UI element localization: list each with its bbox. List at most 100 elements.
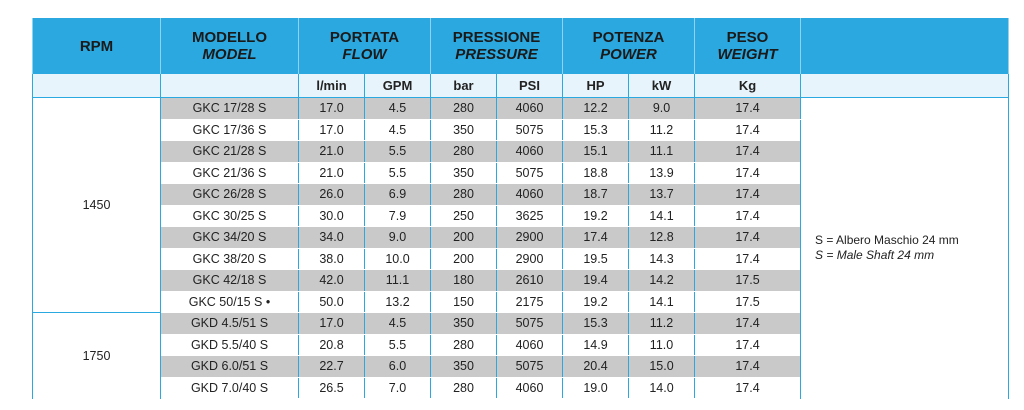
value-cell: 21.0	[298, 162, 365, 184]
unit-label: l/min	[298, 74, 365, 98]
value-cell: 9.0	[627, 97, 696, 120]
value-cell: 6.0	[364, 355, 431, 378]
value-cell: 14.2	[627, 269, 696, 292]
value-cell: 9.0	[364, 226, 431, 249]
model-cell: GKC 50/15 S •	[160, 291, 299, 313]
value-cell: 20.4	[562, 355, 629, 378]
header-main: MODELLO	[192, 29, 267, 46]
value-cell: 11.1	[627, 140, 696, 163]
unit-label: PSI	[496, 74, 563, 98]
value-cell: 17.4	[694, 119, 802, 141]
model-cell: GKC 42/18 S	[160, 269, 299, 292]
value-cell: 38.0	[298, 248, 365, 270]
value-cell: 14.9	[562, 334, 629, 356]
model-cell: GKC 17/36 S	[160, 119, 299, 141]
data-row: GKC 38/20 S 38.0 10.0 200 2900 19.5 14.3 17.4	[33, 248, 1009, 270]
units-row: l/min GPM bar PSI HP kW Kg	[32, 74, 1010, 98]
data-row: GKC 21/28 S 21.0 5.5 280 4060 15.1 11.1 17.4	[33, 140, 1009, 163]
value-cell: 11.0	[627, 334, 696, 356]
header-sub: FLOW	[342, 46, 387, 63]
column-header: POTENZA POWER	[561, 18, 696, 74]
value-cell: 34.0	[298, 226, 365, 249]
unit-label: kW	[627, 74, 696, 98]
data-row: GKC 26/28 S 26.0 6.9 280 4060 18.7 13.7 17.4	[33, 183, 1009, 206]
value-cell: 280	[430, 183, 497, 206]
value-cell: 17.4	[562, 226, 629, 249]
data-row: GKC 30/25 S 30.0 7.9 250 3625 19.2 14.1 17.4	[33, 205, 1009, 227]
value-cell: 350	[430, 355, 497, 378]
model-cell: GKC 26/28 S	[160, 183, 299, 206]
value-cell: 5.5	[364, 162, 431, 184]
value-cell: 2900	[496, 226, 563, 249]
value-cell: 2610	[496, 269, 563, 292]
value-cell: 5075	[496, 162, 563, 184]
value-cell: 17.5	[694, 291, 802, 313]
data-row: GKC 34/20 S 34.0 9.0 200 2900 17.4 12.8 17.4	[33, 226, 1009, 249]
unit-label: Kg	[694, 74, 802, 98]
value-cell: 2900	[496, 248, 563, 270]
value-cell: 5.5	[364, 140, 431, 163]
value-cell: 4060	[496, 140, 563, 163]
value-cell: 350	[430, 162, 497, 184]
value-cell: 12.8	[627, 226, 696, 249]
model-cell: GKC 17/28 S	[160, 97, 299, 120]
value-cell: 6.9	[364, 183, 431, 206]
value-cell: 17.4	[694, 162, 802, 184]
value-cell: 10.0	[364, 248, 431, 270]
model-cell: GKC 30/25 S	[160, 205, 299, 227]
header-sub: POWER	[600, 46, 657, 63]
model-cell: GKC 38/20 S	[160, 248, 299, 270]
data-row: GKC 50/15 S • 50.0 13.2 150 2175 19.2 14.1 17.5	[33, 291, 1009, 313]
unit-label: HP	[562, 74, 629, 98]
spec-table: RPM MODELLO MODEL PORTATA FLOW PRESSIONE PRESS…	[32, 18, 1010, 399]
value-cell: 17.4	[694, 248, 802, 270]
value-cell: 18.7	[562, 183, 629, 206]
value-cell: 350	[430, 312, 497, 335]
value-cell: 150	[430, 291, 497, 313]
empty-cell	[800, 74, 1010, 98]
model-cell: GKD 5.5/40 S	[160, 334, 299, 356]
value-cell: 4060	[496, 334, 563, 356]
note-line: S = Albero Maschio 24 mm	[815, 233, 959, 248]
data-row: GKD 7.0/40 S 26.5 7.0 280 4060 19.0 14.0 17.4	[33, 377, 1009, 399]
data-row: GKC 21/36 S 21.0 5.5 350 5075 18.8 13.9 17.4	[33, 162, 1009, 184]
column-header: PESO WEIGHT	[694, 18, 802, 74]
rpm-value: 1750	[32, 312, 161, 399]
header-sub: WEIGHT	[717, 46, 778, 63]
rpm-header: RPM	[32, 18, 161, 74]
value-cell: 3625	[496, 205, 563, 227]
value-cell: 17.4	[694, 205, 802, 227]
model-cell: GKC 21/28 S	[160, 140, 299, 163]
value-cell: 7.9	[364, 205, 431, 227]
value-cell: 22.7	[298, 355, 365, 378]
value-cell: 19.0	[562, 377, 629, 399]
value-cell: 180	[430, 269, 497, 292]
value-cell: 17.5	[694, 269, 802, 292]
value-cell: 11.1	[364, 269, 431, 292]
value-cell: 19.4	[562, 269, 629, 292]
data-row: GKD 5.5/40 S 20.8 5.5 280 4060 14.9 11.0 17.4	[33, 334, 1009, 356]
value-cell: 4.5	[364, 97, 431, 120]
value-cell: 5075	[496, 119, 563, 141]
value-cell: 11.2	[627, 119, 696, 141]
value-cell: 42.0	[298, 269, 365, 292]
column-header: PORTATA FLOW	[298, 18, 431, 74]
value-cell: 17.4	[694, 183, 802, 206]
value-cell: 280	[430, 97, 497, 120]
value-cell: 2175	[496, 291, 563, 313]
value-cell: 14.1	[627, 291, 696, 313]
data-row: 1450 GKC 17/28 S 17.0 4.5 280 4060 12.2 9.0 17.4…	[32, 97, 1010, 399]
value-cell: 26.5	[298, 377, 365, 399]
value-cell: 280	[430, 140, 497, 163]
value-cell: 14.1	[627, 205, 696, 227]
header-main: PRESSIONE	[452, 29, 541, 46]
column-header: PRESSIONE PRESSURE	[430, 18, 563, 74]
value-cell: 11.2	[627, 312, 696, 335]
value-cell: 14.0	[627, 377, 696, 399]
data-row: GKC 17/36 S 17.0 4.5 350 5075 15.3 11.2 17.4	[33, 119, 1009, 141]
value-cell: 15.1	[562, 140, 629, 163]
value-cell: 17.4	[694, 312, 802, 335]
value-cell: 17.4	[694, 97, 802, 120]
value-cell: 19.2	[562, 291, 629, 313]
value-cell: 14.3	[627, 248, 696, 270]
